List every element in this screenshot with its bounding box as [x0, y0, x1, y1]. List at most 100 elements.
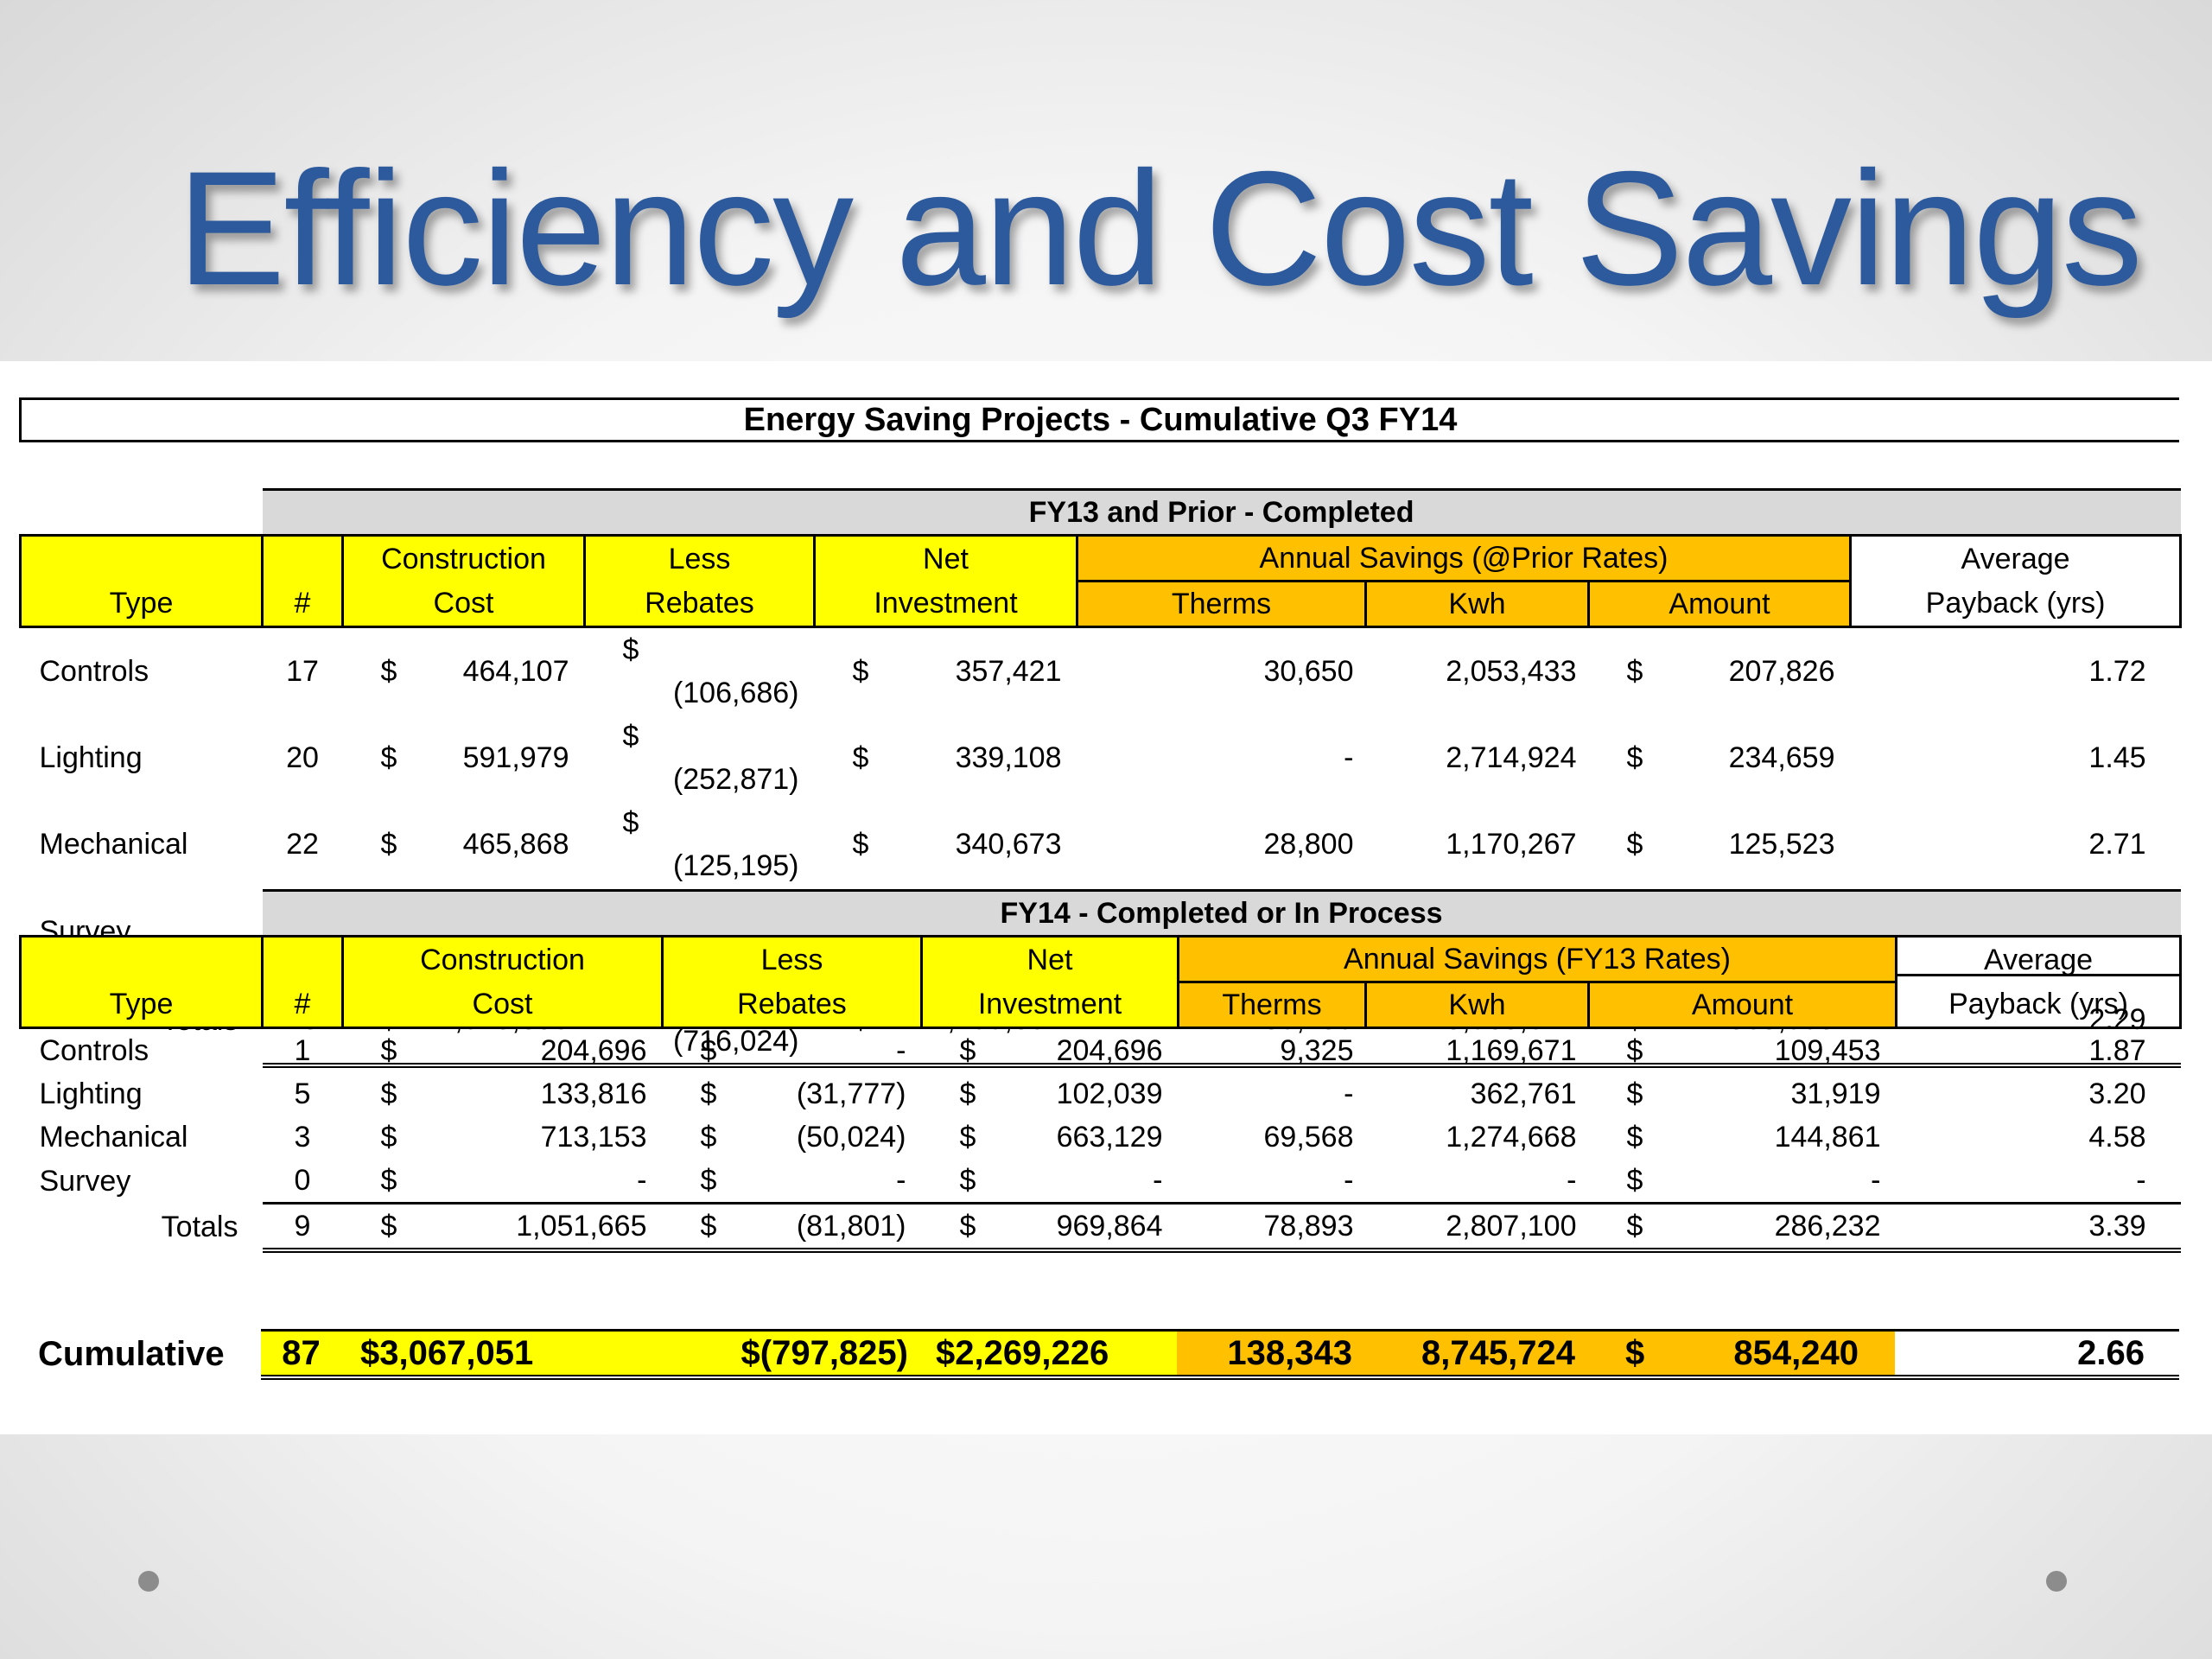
- header-net: Net: [920, 935, 1179, 982]
- row-count: 5: [294, 1077, 311, 1110]
- header-row-2: Type # Cost Rebates Investment Therms Kw…: [19, 580, 2183, 628]
- row-amount-value: 144,861: [1774, 1121, 1881, 1154]
- header-net-2: Investment: [813, 581, 1077, 628]
- row-cost-value: 591,979: [462, 741, 569, 774]
- cumulative-payback: 2.66: [1895, 1329, 2179, 1380]
- cumulative-net: $2,269,226: [920, 1329, 1177, 1380]
- row-payback: 1.72: [2088, 655, 2146, 688]
- header-net: Net: [813, 534, 1077, 582]
- row-cost-symbol: $: [380, 741, 397, 774]
- row-amount-value: 125,523: [1728, 828, 1835, 861]
- row-amount-value: 109,453: [1774, 1034, 1881, 1067]
- row-type: Lighting: [39, 1077, 143, 1110]
- row-payback: 2.71: [2088, 828, 2146, 861]
- row-cost-symbol: $: [380, 655, 397, 688]
- table-row: Survey 0 $ - $ - $ - - - $ - -: [21, 1159, 2181, 1204]
- header-rebates: Less: [661, 935, 922, 982]
- row-type: Survey: [39, 1164, 131, 1198]
- row-rebates-value: (81,801): [796, 1210, 906, 1243]
- row-cost: $204,696: [343, 1028, 663, 1073]
- row-net-value: 339,108: [955, 741, 1062, 774]
- row-net: $339,108: [815, 715, 1077, 801]
- row-rebates-value: (716,024): [672, 1025, 799, 1058]
- cumulative-kwh: 8,745,724: [1364, 1329, 1587, 1380]
- bullet-left-icon: [138, 1571, 159, 1592]
- header-construction-2: Cost: [341, 581, 585, 628]
- row-amount: $-: [1589, 1159, 1897, 1204]
- row-kwh: 1,170,267: [1446, 828, 1577, 861]
- header-annual-savings: Annual Savings (@Prior Rates): [1076, 534, 1851, 582]
- row-cost: $1,051,665: [342, 1202, 663, 1253]
- row-cost: $713,153: [343, 1116, 663, 1159]
- row-amount: $31,919: [1589, 1072, 1897, 1116]
- row-cost-symbol: $: [380, 1077, 397, 1110]
- row-cost: $ -: [343, 1159, 663, 1204]
- row-cost: $133,816: [343, 1072, 663, 1116]
- row-net-value: 204,696: [1056, 1034, 1163, 1067]
- row-rebates-symbol: $: [700, 1077, 717, 1110]
- row-rebates-value: (31,777): [796, 1077, 906, 1110]
- header-type: Type: [19, 982, 263, 1029]
- row-rebates-symbol: $: [622, 633, 639, 666]
- table-row: Mechanical 22 $465,868 $ (125,195) $340,673 28…: [21, 801, 2181, 887]
- cumulative-cost: $3,067,051: [341, 1329, 661, 1380]
- row-amount-symbol: $: [1626, 1121, 1643, 1154]
- header-count: #: [261, 581, 343, 628]
- row-cost-value: -: [637, 1164, 647, 1197]
- header-kwh: Kwh: [1364, 580, 1589, 628]
- table-row: Controls 17 $464,107 $ (106,686) $357,421 30,6…: [21, 627, 2181, 715]
- header-construction: Construction: [341, 935, 663, 982]
- row-net: $ -: [922, 1159, 1179, 1204]
- row-rebates: $ -: [663, 1028, 922, 1073]
- row-rebates-value: -: [896, 1164, 906, 1197]
- row-cost: $591,979: [343, 715, 585, 801]
- slide-title: Efficiency and Cost Savings: [177, 137, 2143, 319]
- row-net: $102,039: [922, 1072, 1179, 1116]
- header-payback-2: Payback (yrs): [1894, 982, 2183, 1029]
- totals-row: Totals 9 $1,051,665 $ (81,801) $969,864 78,893…: [21, 1202, 2181, 1253]
- totals-label: Totals: [161, 1210, 238, 1243]
- row-payback: 1.87: [2088, 1034, 2146, 1067]
- row-kwh: 2,714,924: [1446, 741, 1577, 774]
- row-rebates-symbol: $: [622, 720, 639, 753]
- row-net: $357,421: [815, 627, 1077, 715]
- row-type: Mechanical: [39, 1121, 188, 1154]
- header-therms: Therms: [1177, 981, 1366, 1029]
- row-net-symbol: $: [959, 1077, 976, 1110]
- bullet-right-icon: [2046, 1571, 2067, 1592]
- table-row: Controls 1 $204,696 $ - $204,696 9,325 1,169,67…: [21, 1028, 2181, 1073]
- row-rebates-symbol: $: [700, 1164, 717, 1197]
- row-rebates-symbol: $: [700, 1121, 717, 1154]
- row-net-symbol: $: [852, 741, 869, 774]
- row-rebates: $ (50,024): [663, 1116, 922, 1159]
- row-kwh: 1,169,671: [1446, 1034, 1577, 1067]
- row-net-value: 102,039: [1056, 1077, 1163, 1110]
- row-therms: 9,325: [1280, 1034, 1354, 1067]
- header-rebates-2: Rebates: [583, 581, 815, 628]
- row-amount: $109,453: [1589, 1028, 1897, 1073]
- row-payback: 1.45: [2088, 741, 2146, 774]
- header-rebates-2: Rebates: [661, 982, 922, 1029]
- sheet-title: Energy Saving Projects - Cumulative Q3 F…: [19, 397, 2179, 442]
- row-amount-symbol: $: [1626, 655, 1643, 688]
- row-amount-symbol: $: [1626, 1034, 1643, 1067]
- row-cost-value: 204,696: [540, 1034, 647, 1067]
- header-row-1: Construction Less Net Annual Savings (FY…: [19, 935, 2183, 982]
- row-rebates: $ (125,195): [585, 801, 815, 887]
- header-kwh: Kwh: [1364, 981, 1589, 1029]
- row-cost-symbol: $: [380, 828, 397, 861]
- row-net-symbol: $: [852, 828, 869, 861]
- row-amount-value: 31,919: [1790, 1077, 1881, 1110]
- row-payback: 4.58: [2088, 1121, 2146, 1154]
- row-rebates-symbol: $: [700, 1034, 717, 1067]
- row-net-value: 357,421: [955, 655, 1062, 688]
- row-rebates-value: (252,871): [672, 763, 799, 796]
- row-therms: 69,568: [1263, 1121, 1354, 1154]
- row-net-symbol: $: [959, 1164, 976, 1197]
- row-payback: 3.20: [2088, 1077, 2146, 1110]
- row-kwh: 1,274,668: [1446, 1121, 1577, 1154]
- row-cost-value: 464,107: [462, 655, 569, 688]
- cumulative-row: Cumulative 87 $3,067,051 $(797,825) $2,2…: [19, 1329, 2179, 1380]
- row-type: Mechanical: [39, 828, 188, 861]
- row-net: $340,673: [815, 801, 1077, 887]
